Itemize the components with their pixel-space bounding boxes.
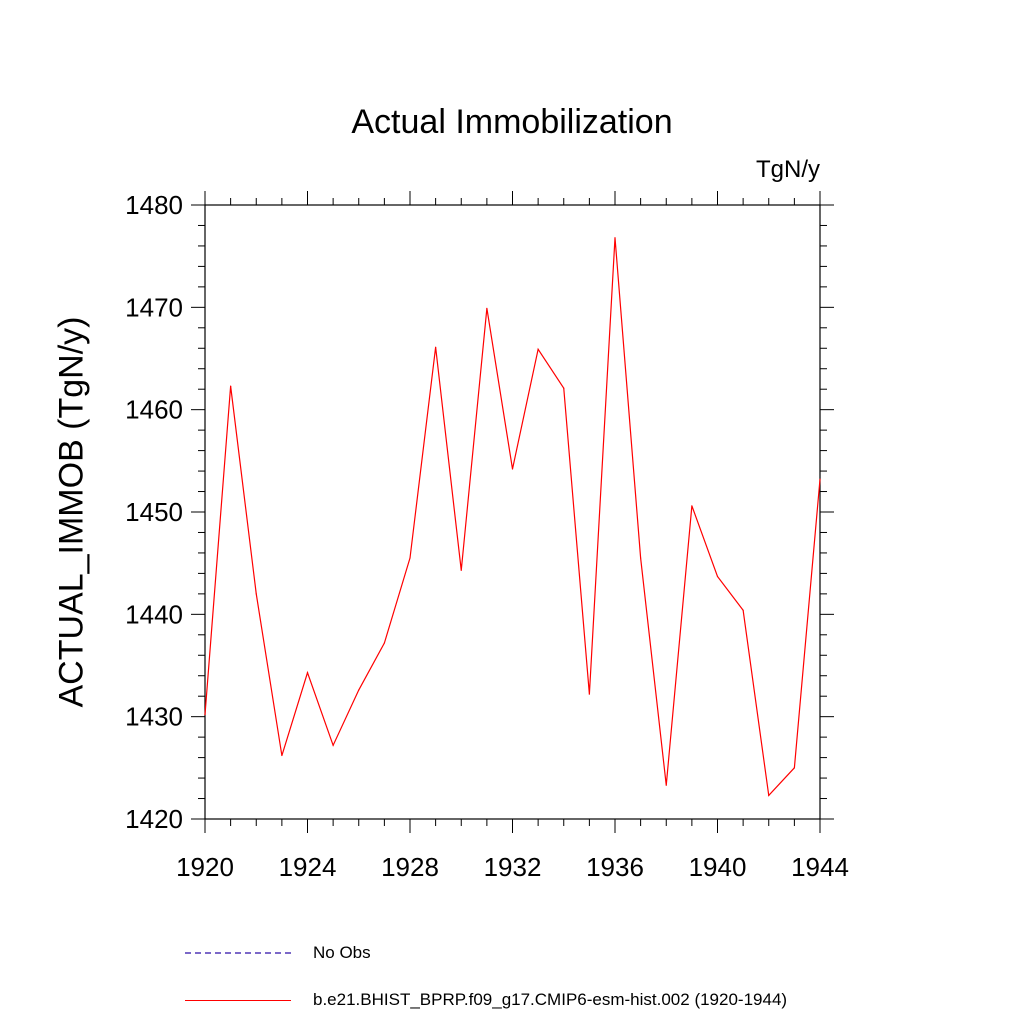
data-point xyxy=(486,307,488,309)
data-point xyxy=(230,385,232,387)
legend-swatch-solid xyxy=(185,999,291,1001)
data-point xyxy=(819,478,821,480)
data-point xyxy=(742,609,744,611)
data-point xyxy=(358,689,360,691)
y-tick-label: 1420 xyxy=(125,804,183,834)
data-point xyxy=(332,744,334,746)
units-label: TgN/y xyxy=(755,156,820,183)
data-point xyxy=(409,557,411,559)
x-tick-label: 1940 xyxy=(689,852,747,882)
y-tick-label: 1470 xyxy=(125,292,183,322)
y-tick-label: 1480 xyxy=(125,190,183,220)
data-point xyxy=(588,693,590,695)
legend-item-no-obs: No Obs xyxy=(185,941,371,965)
x-tick-label: 1928 xyxy=(381,852,439,882)
data-point xyxy=(614,237,616,239)
chart-title: Actual Immobilization xyxy=(351,103,673,141)
x-tick-label: 1944 xyxy=(791,852,849,882)
legend-label: No Obs xyxy=(313,943,371,962)
plot-frame xyxy=(204,204,821,820)
x-tick-label: 1924 xyxy=(279,852,337,882)
data-point xyxy=(204,714,206,716)
y-tick-label: 1450 xyxy=(125,497,183,527)
x-tick-label: 1932 xyxy=(484,852,542,882)
data-point xyxy=(563,387,565,389)
legend-swatch-dashed xyxy=(185,952,291,954)
data-point xyxy=(306,672,309,674)
data-point xyxy=(255,593,257,595)
data-point xyxy=(460,569,462,571)
data-point xyxy=(691,505,693,507)
data-point xyxy=(793,767,795,769)
legend-label: b.e21.BHIST_BPRP.f09_g17.CMIP6-esm-hist.… xyxy=(313,990,788,1009)
y-tick-label: 1440 xyxy=(125,599,183,629)
data-point xyxy=(511,468,514,470)
data-point xyxy=(768,794,770,797)
data-point xyxy=(640,557,642,559)
series-line xyxy=(204,237,821,797)
y-tick-label: 1460 xyxy=(125,395,183,425)
x-tick-label: 1920 xyxy=(176,852,234,882)
data-point xyxy=(281,754,283,757)
data-point xyxy=(665,784,667,786)
legend-item-series: b.e21.BHIST_BPRP.f09_g17.CMIP6-esm-hist.… xyxy=(185,988,787,1012)
y-tick-label: 1430 xyxy=(125,702,183,732)
data-point xyxy=(716,575,719,578)
data-point xyxy=(435,346,437,348)
data-point xyxy=(537,348,539,350)
data-point xyxy=(383,642,385,644)
x-tick-label: 1936 xyxy=(586,852,644,882)
